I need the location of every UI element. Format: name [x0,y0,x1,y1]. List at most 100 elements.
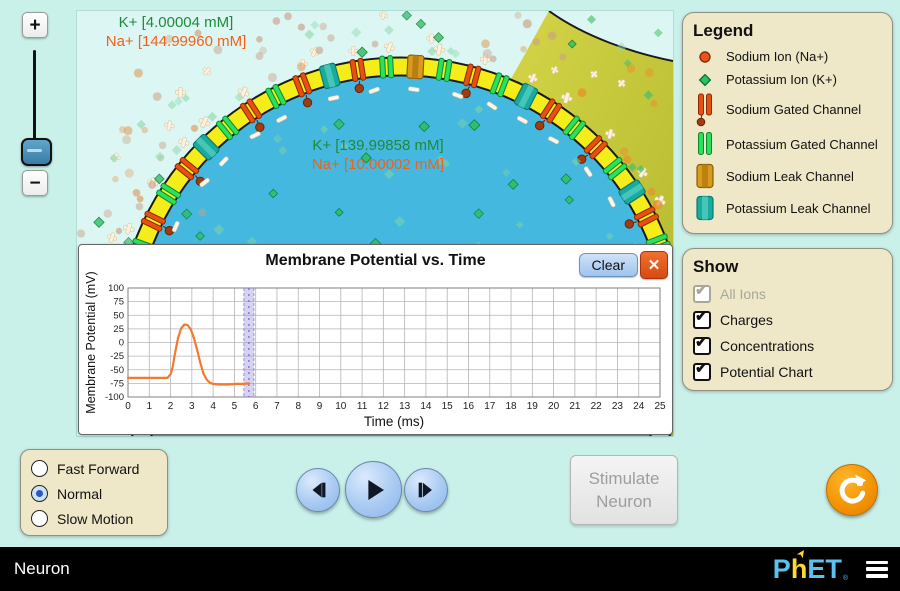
show-option-label: Potential Chart [720,364,813,380]
svg-text:4: 4 [210,401,216,412]
svg-text:12: 12 [378,401,390,412]
checkbox-concentrations[interactable]: ✔ [693,334,711,355]
svg-text:25: 25 [654,401,666,412]
svg-text:15: 15 [442,401,454,412]
phet-logo[interactable]: ➤ PhET ® [772,546,848,584]
checkbox-potential-chart[interactable]: ✔ [693,360,711,381]
play-button[interactable] [345,461,402,518]
zoom-out-button[interactable]: − [22,170,48,196]
show-option: ✔ Potential Chart [693,359,882,385]
legend-item: Sodium Ion (Na+) [693,45,882,68]
inside-concentration-readout: K+ [139.99858 mM] Na+ [10.00002 mM] [283,136,473,174]
svg-text:14: 14 [420,401,432,412]
legend-item-label: Sodium Gated Channel [726,102,862,117]
potassium-leak-channel-icon [693,195,717,221]
legend-item-label: Potassium Gated Channel [726,136,878,152]
outside-k-readout: K+ [4.00004 mM] [118,14,234,31]
minus-icon: − [29,172,41,194]
check-icon: ✔ [695,334,708,351]
registered-mark: ® [842,575,848,582]
zoom-slider-handle[interactable] [21,138,52,166]
zoom-slider-track[interactable] [33,50,36,142]
legend-title: Legend [693,21,754,40]
stimulate-line2: Neuron [596,492,652,511]
speed-option: Fast Forward [31,456,157,481]
menu-icon[interactable] [866,560,888,578]
svg-text:0: 0 [119,338,124,349]
svg-text:75: 75 [113,297,124,308]
sim-title: Neuron [14,559,70,578]
legend-item: Potassium Leak Channel [693,192,882,224]
svg-text:25: 25 [113,324,124,335]
check-icon: ✔ [695,360,708,377]
stimulate-line1: Stimulate [588,469,660,488]
radio-fast-forward[interactable] [31,460,48,477]
svg-text:11: 11 [357,401,368,412]
reset-icon [839,474,867,504]
checkbox-charges[interactable]: ✔ [693,308,711,329]
play-icon [367,479,384,500]
svg-text:-100: -100 [105,392,124,403]
check-icon: ✔ [695,308,708,325]
show-option: ✔ Charges [693,307,882,333]
sodium-ion-icon [693,50,717,64]
show-option: ✔ All Ions [693,281,882,307]
check-icon: ✔ [695,282,708,299]
speed-option-label: Normal [57,485,103,502]
svg-text:9: 9 [317,401,323,412]
svg-text:16: 16 [463,401,475,412]
legend-item: Sodium Leak Channel [693,160,882,192]
svg-text:100: 100 [108,283,124,294]
show-option-label: Charges [720,312,773,328]
step-back-icon [312,482,326,498]
legend-panel: Legend Sodium Ion (Na+) Potassium Ion (K+… [682,12,893,234]
clear-button[interactable]: Clear [578,253,638,277]
legend-item: Potassium Gated Channel [693,128,882,160]
svg-text:17: 17 [484,401,496,412]
show-panel: Show ✔ All Ions ✔ Charges ✔ Concentrations ✔ Po… [682,248,893,391]
show-option-label: All Ions [720,286,766,302]
svg-text:20: 20 [548,401,560,412]
svg-text:1: 1 [146,401,152,412]
legend-item-label: Potassium Leak Channel [726,200,871,216]
plus-icon: + [29,14,41,36]
sodium-leak-channel-icon [693,163,717,189]
close-icon: ✕ [647,257,661,274]
potassium-ion-icon [693,73,717,87]
svg-text:Membrane Potential (mV): Membrane Potential (mV) [84,271,98,413]
stimulate-neuron-button[interactable]: Stimulate Neuron [570,455,678,525]
checkbox-all-ions[interactable]: ✔ [693,282,711,303]
radio-normal[interactable] [31,485,48,502]
step-back-button[interactable] [296,468,340,512]
potassium-gated-channel-icon [693,131,717,157]
legend-item: Potassium Ion (K+) [693,68,882,91]
svg-text:3: 3 [189,401,195,412]
step-forward-icon [418,482,432,498]
svg-text:-50: -50 [110,365,124,376]
step-forward-button[interactable] [404,468,448,512]
chart-close-button[interactable]: ✕ [640,251,668,279]
svg-text:21: 21 [569,401,581,412]
svg-text:-75: -75 [110,378,124,389]
legend-item-label: Sodium Leak Channel [726,168,854,184]
reset-all-button[interactable] [826,464,878,516]
svg-text:-25: -25 [110,351,124,362]
outside-na-readout: Na+ [144.99960 mM] [105,33,247,50]
show-option-label: Concentrations [720,338,815,354]
show-title: Show [693,257,739,276]
inside-k-readout: K+ [139.99858 mM] [312,137,444,154]
svg-text:Time (ms): Time (ms) [364,414,424,429]
speed-option-label: Fast Forward [57,460,140,477]
radio-slow-motion[interactable] [31,510,48,527]
svg-text:5: 5 [232,401,238,412]
inside-na-readout: Na+ [10.00002 mM] [311,156,445,173]
svg-text:8: 8 [295,401,301,412]
speed-panel: Fast Forward Normal Slow Motion [20,449,168,536]
svg-text:7: 7 [274,401,280,412]
svg-text:0: 0 [125,401,131,412]
sodium-gated-channel-icon [693,93,717,127]
membrane-potential-chart: 100 75 50 25 0 -25 -50 -75 -100 0 1 2 3 4 5 6 7 8 9 10 11 12 1… [78,244,673,435]
chart-title: Membrane Potential vs. Time [265,252,486,269]
zoom-in-button[interactable]: + [22,12,48,38]
